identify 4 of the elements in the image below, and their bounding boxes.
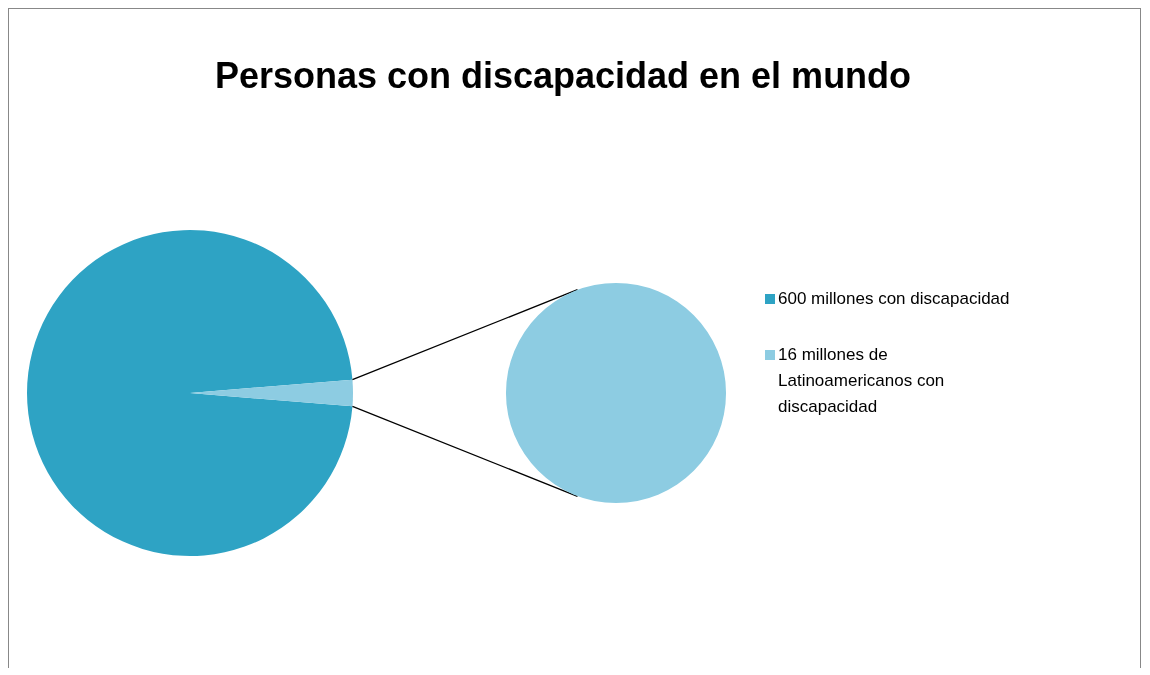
chart-title: Personas con discapacidad en el mundo [214, 55, 912, 96]
pie-slice [27, 230, 353, 556]
legend-label: 16 millones de Latinoamericanos con discapacidad [778, 345, 945, 416]
legend-label: 600 millones con discapacidad [778, 289, 1010, 308]
